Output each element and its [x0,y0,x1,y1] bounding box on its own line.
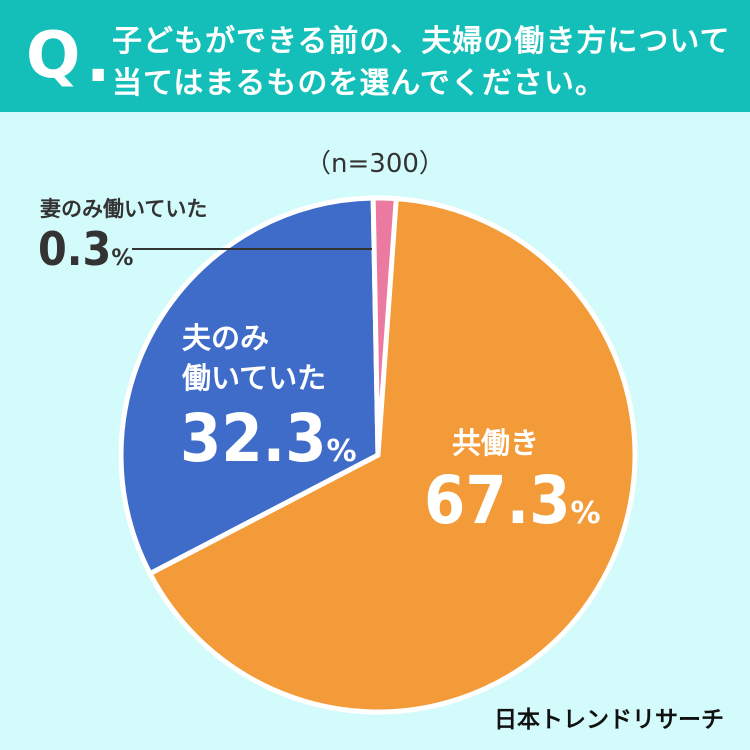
slice-label-wife-only: 妻のみ働いていた [40,197,208,221]
pie-slice-husband-only [118,195,381,577]
question-mark: Q [26,19,81,93]
husband-only-percent-sign: % [326,434,357,469]
slice-label-both-working: 共働き [452,426,540,460]
husband-only-label-line2: 働いていた [182,361,327,395]
slice-label-husband-only: 夫のみ 働いていた [182,318,326,398]
both-working-percent-sign: % [570,496,601,531]
slice-value-both-working: 67.3% [424,462,601,539]
both-working-number: 67.3 [424,462,571,539]
brand-logo-text: 日本トレンドリサーチ [494,707,724,733]
wife-only-percent-sign: % [111,246,134,271]
sample-size-label: （n=300） [305,149,445,179]
husband-only-number: 32.3 [180,400,327,477]
question-text-line1: 子どもができる前の、夫婦の働き方について [112,24,731,59]
husband-only-label-line1: 夫のみ [182,321,270,355]
pie-slice-both-working [147,195,638,715]
slice-value-husband-only: 32.3% [180,400,357,477]
question-header: Q . 子どもができる前の、夫婦の働き方について 当てはまるものを選んでください… [0,0,750,112]
slice-value-wife-only: 0.3% [38,222,133,276]
wife-only-number: 0.3 [38,222,112,276]
question-dot: . [86,23,111,97]
pie-slice-wife-only [370,195,399,458]
question-text-line2: 当てはまるものを選んでください。 [112,66,606,101]
